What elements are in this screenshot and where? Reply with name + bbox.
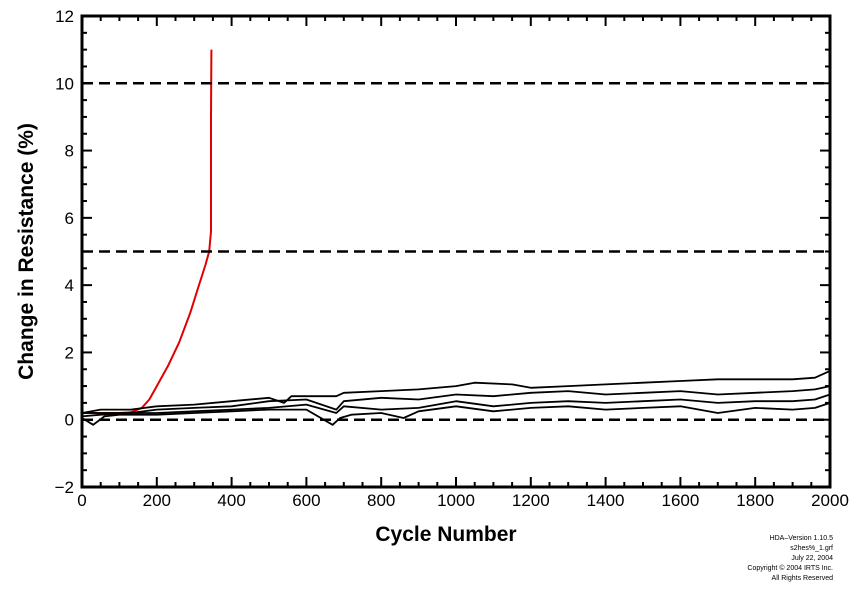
series-line-1 [82,49,213,414]
y-tick-label: 10 [55,74,74,93]
x-tick-label: 1000 [437,491,475,510]
y-tick-label: 8 [65,142,74,161]
x-tick-label: 400 [217,491,245,510]
version-text: HDA–Version 1.10.5 [769,535,833,542]
y-tick-label: 2 [65,343,74,362]
y-tick-label: 4 [65,276,74,295]
x-tick-label: 1200 [512,491,550,510]
series-line-5 [81,402,831,426]
x-tick-label: 1800 [736,491,774,510]
y-tick-label: 12 [55,7,74,26]
y-tick-label: −2 [55,478,74,497]
x-tick-label: 600 [292,491,320,510]
y-tick-label: 0 [65,411,74,430]
date-text: July 22, 2004 [791,555,833,562]
file-name-text: s2hes%_1.grf [790,545,833,552]
x-tick-label: 1600 [661,491,699,510]
x-axis-title: Cycle Number [375,523,516,546]
series-line-3 [82,385,831,414]
software-credits: HDA–Version 1.10.5 s2hes%_1.grf July 22,… [747,534,833,584]
x-tick-label: 800 [367,491,395,510]
rights-text: All Rights Reserved [771,575,833,582]
x-tick-label: 200 [143,491,171,510]
plot-frame [80,14,832,489]
reference-lines [82,82,830,421]
copyright-text: Copyright © 2004 IRTS Inc. [747,565,833,572]
series-line-4 [81,393,831,418]
x-tick-label: 2000 [811,491,849,510]
tick-labels: 0 200 400 600 800 1000 1200 1400 1600 1800 2000−20… [55,7,849,510]
series-layer [81,49,831,426]
y-axis-title: Change in Resistance (%) [15,123,38,380]
y-tick-label: 6 [65,209,74,228]
series-line-2 [81,370,831,414]
x-tick-label: 0 [77,491,86,510]
x-tick-label: 1400 [587,491,625,510]
